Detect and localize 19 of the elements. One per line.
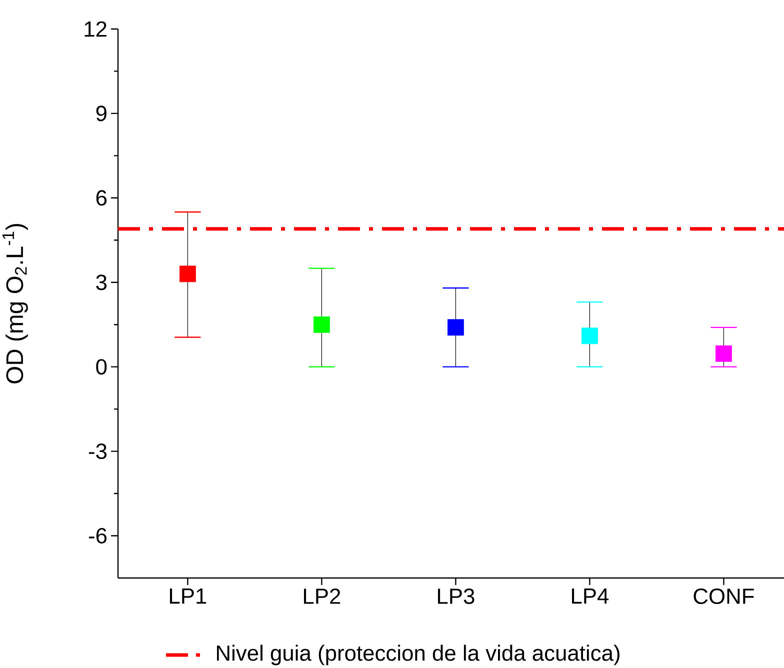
y-tick-label: -6 [88, 528, 107, 544]
point [179, 266, 196, 282]
y-tick-label: 6 [96, 190, 107, 206]
y-tick-label: 12 [84, 21, 106, 37]
y-axis-title: OD (mg O$_{2}$.L$^{-1}$) [2, 224, 28, 384]
point [582, 328, 598, 344]
y-tick-label: 3 [96, 274, 107, 290]
legend-label: Nivel guia (proteccion de la vida acuatica) [217, 644, 620, 666]
x-tick-label: LP1 [170, 588, 206, 604]
y-tick-label: -3 [88, 444, 107, 460]
x-tick-label: CONF [694, 588, 754, 604]
point [313, 316, 330, 333]
point [716, 345, 732, 362]
x-tick-label: LP4 [572, 588, 609, 604]
point [447, 319, 464, 336]
x-tick-label: LP2 [304, 588, 340, 604]
y-tick-label: 0 [96, 359, 107, 375]
y-tick-label: 9 [96, 106, 106, 122]
x-tick-label: LP3 [438, 588, 474, 604]
